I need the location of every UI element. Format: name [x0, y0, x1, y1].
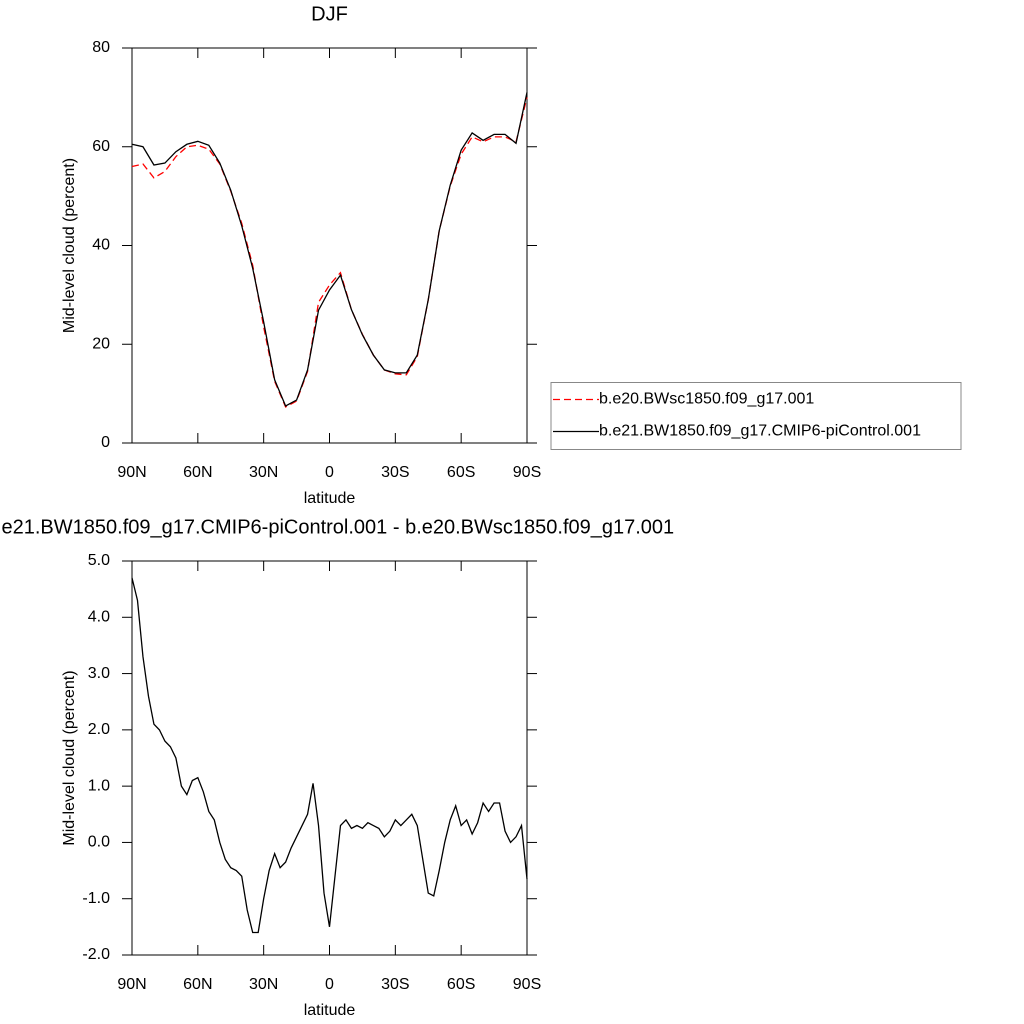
x-tick-label: 90S [513, 976, 541, 993]
y-axis-label: Mid-level cloud (percent) [61, 158, 78, 333]
y-tick-label: 20 [92, 335, 110, 352]
y-tick-label: 40 [92, 237, 110, 254]
x-tick-label: 30N [249, 976, 278, 993]
x-tick-label: 0 [325, 464, 334, 481]
x-tick-label: 90S [513, 464, 541, 481]
x-tick-label: 60N [183, 464, 212, 481]
y-tick-label: 5.0 [88, 552, 110, 569]
y-tick-label: 0.0 [88, 834, 110, 851]
y-tick-label: 60 [92, 138, 110, 155]
x-tick-label: 0 [325, 976, 334, 993]
legend-box [550, 382, 962, 450]
x-tick-label: 90N [117, 464, 146, 481]
x-axis-label: latitude [304, 1002, 356, 1019]
chart-title: b.e21.BW1850.f09_g17.CMIP6-piControl.001… [0, 516, 674, 538]
y-tick-label: -2.0 [82, 946, 110, 963]
y-tick-label: 2.0 [88, 721, 110, 738]
x-axis-label: latitude [304, 490, 356, 507]
y-axis-label: Mid-level cloud (percent) [61, 670, 78, 845]
x-tick-label: 60N [183, 976, 212, 993]
chart-title: DJF [311, 3, 348, 25]
legend-label: b.e20.BWsc1850.f09_g17.001 [599, 391, 814, 408]
y-tick-label: 4.0 [88, 609, 110, 626]
x-tick-label: 90N [117, 976, 146, 993]
plot-frame [131, 560, 528, 956]
y-tick-label: 80 [92, 39, 110, 56]
x-tick-label: 30N [249, 464, 278, 481]
plot-frame [131, 47, 528, 444]
y-tick-label: -1.0 [82, 890, 110, 907]
data-line [131, 577, 528, 934]
legend-label: b.e21.BW1850.f09_g17.CMIP6-piControl.001 [599, 423, 921, 440]
x-tick-label: 60S [447, 976, 475, 993]
y-tick-label: 3.0 [88, 665, 110, 682]
y-tick-label: 0 [101, 434, 110, 451]
x-tick-label: 60S [447, 464, 475, 481]
x-tick-label: 30S [381, 976, 409, 993]
y-tick-label: 1.0 [88, 777, 110, 794]
data-line [131, 92, 528, 407]
data-line [131, 97, 528, 408]
x-tick-label: 30S [381, 464, 409, 481]
